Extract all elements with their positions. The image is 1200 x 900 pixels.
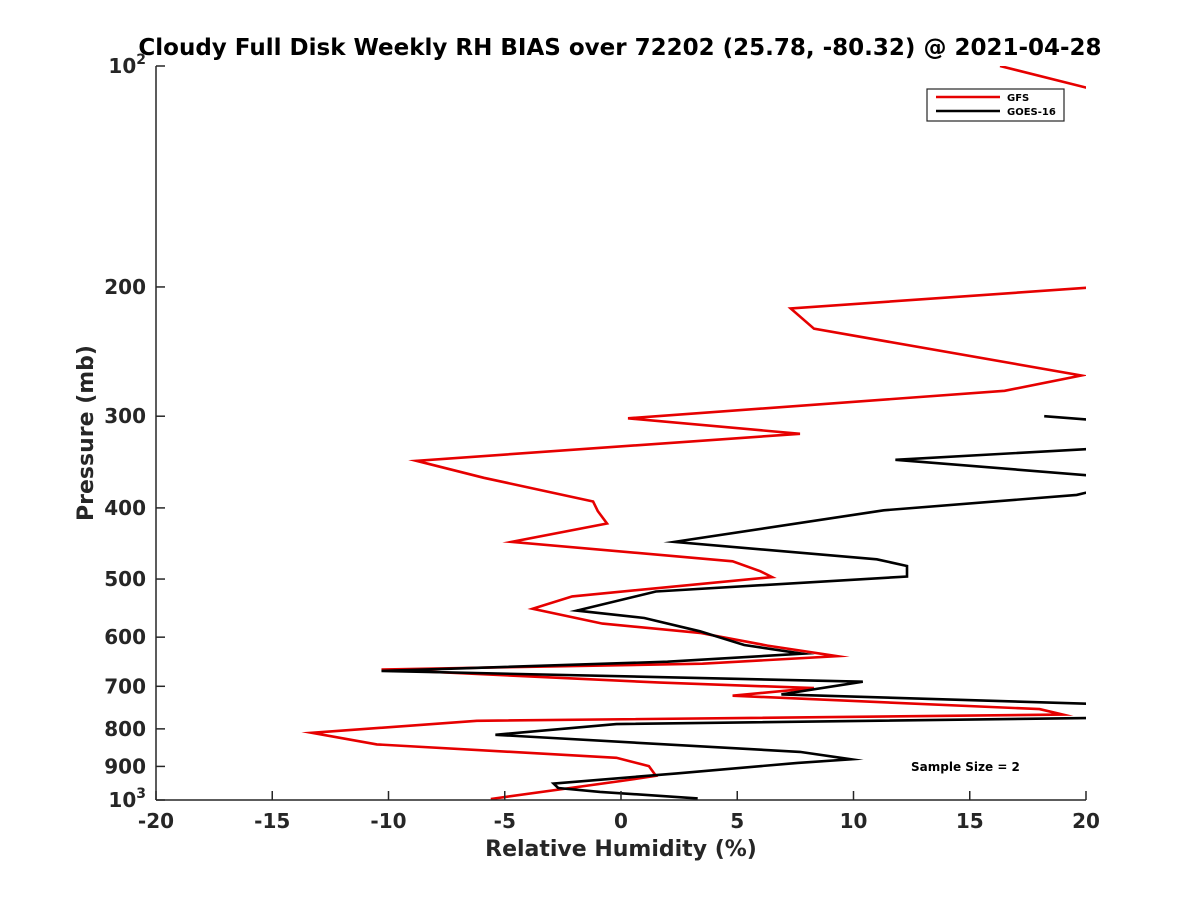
- y-tick-label: 102: [108, 52, 146, 78]
- y-tick-label-exponent: 3: [136, 786, 146, 802]
- y-tick-label: 800: [104, 717, 146, 741]
- y-tick-label: 500: [104, 567, 146, 591]
- y-tick-label: 300: [104, 404, 146, 428]
- y-tick-label: 400: [104, 496, 146, 520]
- x-tick-label: 10: [840, 809, 868, 833]
- x-tick-label: 5: [730, 809, 744, 833]
- y-tick-label-base: 600: [104, 625, 146, 649]
- y-tick-label-base: 800: [104, 717, 146, 741]
- legend-label: GOES-16: [1007, 107, 1056, 118]
- x-ticks: -20 -15 -10 -5 0 5 10 15 20: [138, 791, 1100, 833]
- axes: [155, 66, 1086, 801]
- y-tick-label-base: 700: [104, 674, 146, 698]
- y-tick-label: 103: [108, 786, 146, 812]
- legend-box: [926, 88, 1065, 122]
- y-tick-label-base: 200: [104, 275, 146, 299]
- y-tick-label-base: 10: [108, 788, 136, 812]
- sample-size-annotation: Sample Size = 2: [911, 760, 1020, 774]
- x-tick-label: 0: [614, 809, 628, 833]
- y-axis-label: Pressure (mb): [74, 345, 99, 521]
- y-tick-label-exponent: 2: [136, 52, 146, 68]
- y-tick-label-base: 400: [104, 496, 146, 520]
- x-tick-label: -20: [138, 809, 174, 833]
- y-tick-label: 700: [104, 674, 146, 698]
- legend-label: GFS: [1007, 93, 1029, 104]
- y-tick-label: 600: [104, 625, 146, 649]
- y-tick-label-base: 300: [104, 404, 146, 428]
- x-tick-label: -10: [370, 809, 406, 833]
- y-tick-label: 900: [104, 754, 146, 778]
- x-tick-label: 20: [1072, 809, 1100, 833]
- x-axis-label: Relative Humidity (%): [485, 837, 757, 862]
- y-tick-label: 200: [104, 275, 146, 299]
- chart-title: Cloudy Full Disk Weekly RH BIAS over 722…: [138, 35, 1101, 61]
- x-tick-label: -5: [494, 809, 516, 833]
- y-tick-label-base: 900: [104, 754, 146, 778]
- x-tick-label: 15: [956, 809, 984, 833]
- y-tick-label-base: 10: [108, 54, 136, 78]
- series-layer: [301, 66, 1086, 800]
- series-line-goes-16: [381, 414, 1086, 800]
- legend: GFS GOES-16: [926, 88, 1065, 122]
- series-line-gfs: [301, 66, 1086, 800]
- x-tick-label: -15: [254, 809, 290, 833]
- y-tick-label-base: 500: [104, 567, 146, 591]
